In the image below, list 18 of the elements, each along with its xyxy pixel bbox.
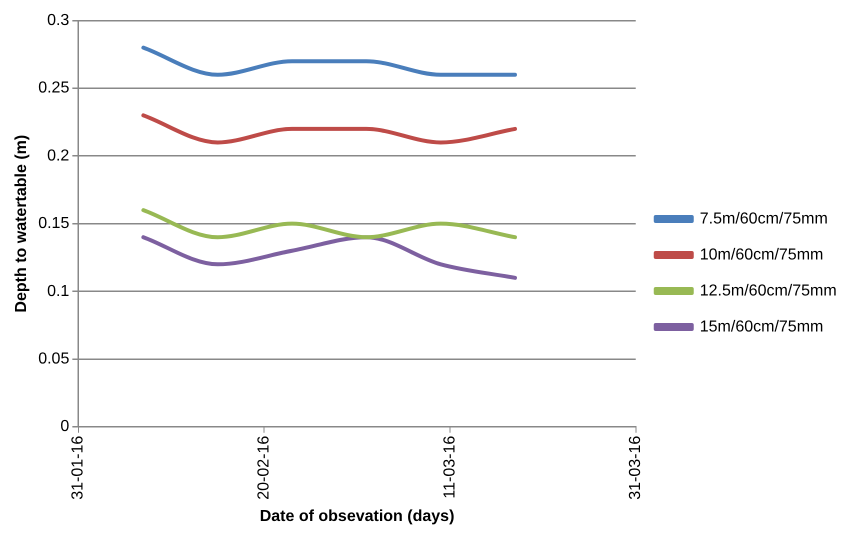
y-axis-title: Depth to watertable (m) bbox=[13, 134, 30, 313]
x-tick-label: 11-03-16 bbox=[441, 436, 458, 499]
line-series bbox=[141, 235, 517, 280]
x-tick-label: 31-01-16 bbox=[70, 436, 87, 500]
y-tick-label: 0.15 bbox=[38, 215, 70, 232]
legend-label: 15m/60cm/75mm bbox=[700, 318, 824, 336]
y-tick-label: 0.1 bbox=[47, 282, 70, 300]
y-tick-label: 0.2 bbox=[47, 147, 70, 164]
y-tick-label: 0.3 bbox=[47, 12, 70, 30]
y-tick-label: 0.25 bbox=[38, 80, 70, 97]
y-tick-label: 0.05 bbox=[38, 350, 70, 368]
y-tick-label: 0 bbox=[60, 418, 70, 436]
x-tick-label: 31-03-16 bbox=[627, 436, 644, 500]
legend-label: 10m/60cm/75mm bbox=[700, 246, 824, 264]
legend-label: 12.5m/60cm/75mm bbox=[700, 282, 837, 300]
x-tick-label: 20-02-16 bbox=[256, 436, 273, 500]
legend-label: 7.5m/60cm/75mm bbox=[700, 210, 828, 228]
x-axis-title: Date of obsevation (days) bbox=[260, 508, 454, 525]
